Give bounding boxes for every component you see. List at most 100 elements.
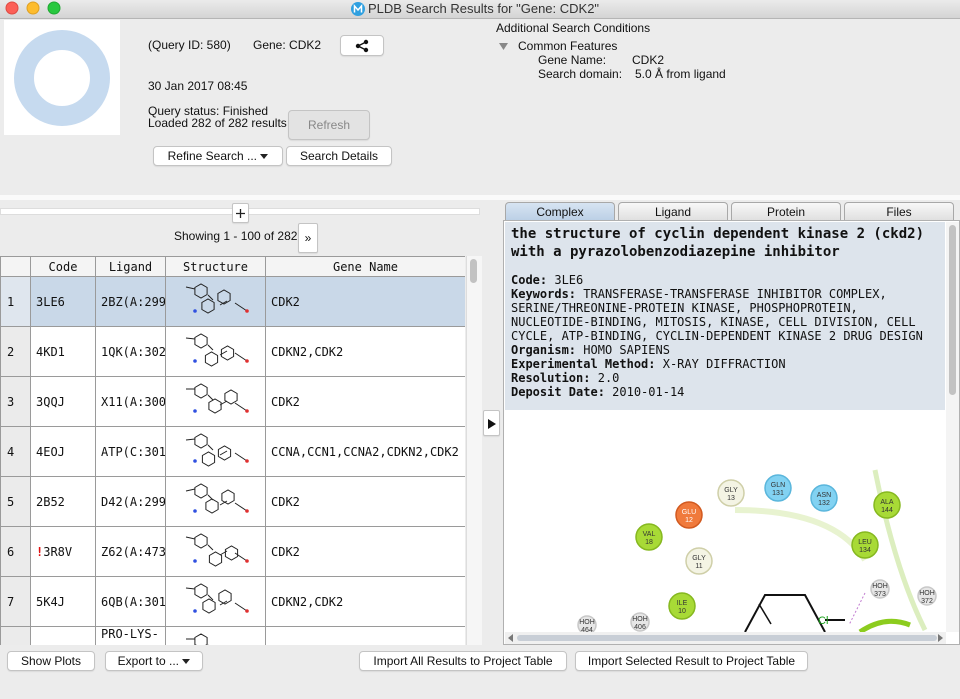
- v-scrollbar[interactable]: [946, 222, 959, 632]
- bond-lines: [185, 533, 248, 567]
- atom: [245, 409, 249, 413]
- residue-name: ILE: [677, 600, 688, 607]
- ligand-cell: Z62(A:473): [95, 526, 166, 577]
- condition-value: 5.0 Å from ligand: [635, 67, 726, 81]
- residue-name: VAL: [643, 531, 656, 538]
- residue-number: 373: [874, 591, 886, 598]
- detail-field: Code: 3LE6: [511, 273, 939, 287]
- bond-lines: [185, 283, 248, 314]
- detail-info: the structure of cyclin dependent kinase…: [505, 222, 945, 410]
- next-page-button[interactable]: »: [298, 223, 318, 253]
- query-gene: Gene: CDK2: [253, 38, 322, 52]
- disclosure-triangle[interactable]: [499, 43, 509, 51]
- field-label: Organism:: [511, 343, 577, 357]
- code-cell: 3LE6: [30, 276, 96, 327]
- row-number: 2: [0, 326, 31, 377]
- export-button[interactable]: Export to ...: [105, 651, 203, 671]
- code-text: 3LE6: [36, 294, 65, 309]
- expand-button[interactable]: [483, 410, 500, 436]
- app-icon: [351, 2, 365, 16]
- bond-lines: [185, 483, 248, 514]
- structure-image: [185, 283, 249, 314]
- structure-image: [185, 583, 249, 614]
- structure-cell: [165, 326, 266, 377]
- result-row[interactable]: 7 5K4J 6QB(A:301) CDKN2,CDK2: [0, 576, 465, 627]
- atom: [193, 609, 197, 613]
- code-text: 3QQJ: [36, 394, 65, 409]
- result-row[interactable]: 3 3QQJ X11(A:300) CDK2: [0, 376, 465, 427]
- field-label: Keywords:: [511, 287, 577, 301]
- tab[interactable]: Files: [844, 202, 954, 220]
- condition-label: Gene Name:: [538, 53, 607, 67]
- ligand-cell: X11(A:300): [95, 376, 166, 427]
- h-scrollbar[interactable]: [505, 632, 946, 644]
- residue-name: HOH: [579, 619, 595, 626]
- import-all-button[interactable]: Import All Results to Project Table: [359, 651, 567, 671]
- result-row[interactable]: 1 3LE6 2BZ(A:299) CDK2: [0, 276, 465, 327]
- field-value: X-RAY DIFFRACTION: [662, 357, 786, 371]
- ligand-cell: D42(A:299): [95, 476, 166, 527]
- structure-cell: [165, 376, 266, 427]
- row-number: 1: [0, 276, 31, 327]
- show-plots-button[interactable]: Show Plots: [7, 651, 95, 671]
- ligand-cell: 1QK(A:302): [95, 326, 166, 377]
- row-number: 6: [0, 526, 31, 577]
- residue-node: [675, 501, 703, 529]
- query-id: (Query ID: 580): [148, 38, 231, 52]
- residue-number: 18: [645, 539, 653, 546]
- residue-number: 134: [859, 547, 871, 554]
- button-label: Refine Search ...: [167, 149, 258, 163]
- atom: [245, 559, 249, 563]
- residue-node: [577, 615, 597, 632]
- ligand-cell: 2BZ(A:299): [95, 276, 166, 327]
- result-row[interactable]: 2 4KD1 1QK(A:302) CDKN2,CDK2: [0, 326, 465, 377]
- import-selected-button[interactable]: Import Selected Result to Project Table: [575, 651, 808, 671]
- residue-name: GLY: [724, 487, 738, 494]
- tab[interactable]: Complex: [505, 202, 615, 220]
- tab[interactable]: Protein: [731, 202, 841, 220]
- gene-cell: [265, 626, 465, 645]
- header-cell[interactable]: [0, 256, 31, 277]
- field-label: Resolution:: [511, 371, 591, 385]
- residue-number: 464: [581, 627, 593, 632]
- detail-field: Deposit Date: 2010-01-14: [511, 385, 939, 399]
- atom: [245, 459, 249, 463]
- tab[interactable]: Ligand: [618, 202, 728, 220]
- code-cell: [30, 626, 96, 645]
- residue-node: [630, 612, 650, 632]
- field-value: HOMO SAPIENS: [583, 343, 670, 357]
- structure-cell: [165, 576, 266, 627]
- structure-image: [185, 483, 249, 514]
- result-row[interactable]: 5 2B52 D42(A:299) CDK2: [0, 476, 465, 527]
- results-table-wrap: Code Ligand Structure Gene Name 1 3LE6 2BZ(A:…: [0, 256, 465, 645]
- gene-cell: CDK2: [265, 476, 465, 527]
- result-row[interactable]: 4 4EOJ ATP(C:301) CCNA,CCN1,CCNA2,CDKN2,CDK…: [0, 426, 465, 477]
- search-details-button[interactable]: Search Details: [286, 146, 392, 166]
- bond-lines: [185, 583, 248, 614]
- refresh-button[interactable]: Refresh: [288, 110, 370, 140]
- residue-node: [668, 592, 696, 620]
- splitter[interactable]: [0, 195, 960, 200]
- residue-name: HOH: [872, 583, 888, 590]
- conditions-group: Common Features: [518, 39, 618, 53]
- bond-lines: [185, 333, 248, 367]
- header-cell: Structure: [165, 256, 266, 277]
- refine-search-button[interactable]: Refine Search ...: [153, 146, 283, 166]
- window-controls[interactable]: [0, 0, 70, 18]
- residue-node: [764, 474, 792, 502]
- residue-node: [873, 491, 901, 519]
- residue-name: HOH: [919, 590, 935, 597]
- field-label: Code:: [511, 273, 548, 287]
- zoom-button[interactable]: [232, 203, 249, 223]
- scrollbar[interactable]: [466, 256, 482, 645]
- showing-label: Showing 1 - 100 of 282: [174, 229, 298, 243]
- code-cell: 4KD1: [30, 326, 96, 377]
- result-row[interactable]: PRO-LYS-: [0, 626, 465, 645]
- share-button[interactable]: [340, 35, 384, 56]
- residue-node: [635, 523, 663, 551]
- row-number: 7: [0, 576, 31, 627]
- structure-image: [185, 533, 249, 567]
- header-cell: Ligand: [95, 256, 166, 277]
